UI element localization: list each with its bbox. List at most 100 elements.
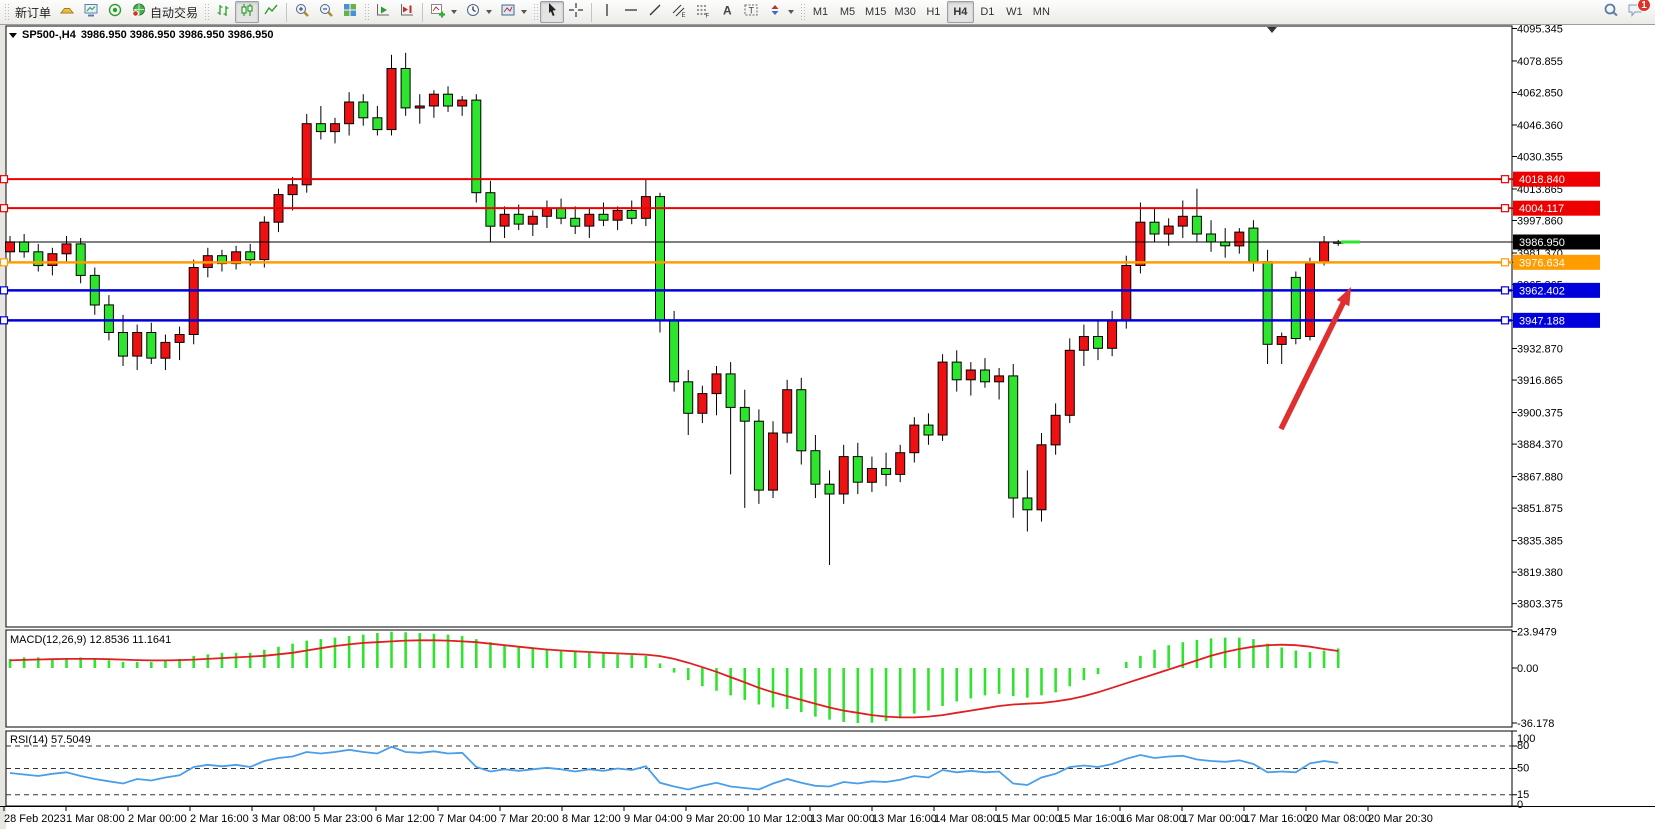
- chart-shift-marker[interactable]: [1267, 27, 1277, 33]
- macd-axis-label: 0.00: [1517, 663, 1538, 675]
- zoom-out-button[interactable]: [314, 1, 338, 23]
- candle: [951, 350, 962, 392]
- candle: [386, 54, 397, 136]
- candle: [188, 259, 199, 345]
- templates-button[interactable]: [496, 1, 531, 23]
- timeframe-m30[interactable]: M30: [890, 1, 919, 23]
- chart-symbol: SP500-,H4: [22, 29, 76, 41]
- candle: [1163, 218, 1174, 246]
- main-pane[interactable]: [5, 25, 1513, 628]
- cursor-icon: [544, 2, 560, 23]
- chart-title: SP500-,H4 3986.950 3986.950 3986.950 398…: [9, 29, 274, 41]
- price-axis-label: 4013.865: [1517, 184, 1563, 196]
- timeframe-m1[interactable]: M1: [807, 1, 834, 23]
- candle: [358, 94, 369, 126]
- candle: [598, 202, 609, 227]
- line-handle[interactable]: [0, 258, 9, 267]
- price-axis-label: 4095.345: [1517, 23, 1563, 35]
- time-axis-label: 1 Mar 08:00: [66, 813, 125, 825]
- candle: [301, 113, 312, 193]
- main-toolbar: 新订单 自动交易: [0, 0, 1655, 25]
- channel-button[interactable]: E: [667, 1, 691, 23]
- bar-chart-button[interactable]: [211, 1, 235, 23]
- chart-shift-button[interactable]: [395, 1, 419, 23]
- candle: [400, 52, 411, 116]
- gold-button[interactable]: [55, 1, 79, 23]
- cursor-button[interactable]: [540, 1, 565, 23]
- chat-button[interactable]: 1: [1623, 0, 1651, 23]
- fibonacci-icon: F: [695, 2, 711, 23]
- timeframe-m5[interactable]: M5: [834, 1, 861, 23]
- fibonacci-button[interactable]: F: [691, 1, 715, 23]
- vertical-line-button[interactable]: [595, 1, 619, 23]
- price-axis-label: 3835.385: [1517, 536, 1563, 548]
- line-handle[interactable]: [0, 316, 9, 325]
- search-icon: [1603, 2, 1619, 23]
- line-handle[interactable]: [1500, 204, 1510, 213]
- text-label-button[interactable]: T: [739, 1, 763, 23]
- timeframe-d1[interactable]: D1: [974, 1, 1001, 23]
- timeframe-h1[interactable]: H1: [920, 1, 947, 23]
- crosshair-button[interactable]: [564, 1, 588, 23]
- chevron-down-icon: [788, 10, 795, 14]
- candle: [1036, 433, 1047, 522]
- zoom-in-button[interactable]: [290, 1, 314, 23]
- annotation-arrow-head[interactable]: [1336, 287, 1351, 307]
- line-handle[interactable]: [0, 204, 9, 213]
- trendline-button[interactable]: [643, 1, 667, 23]
- candle: [1305, 257, 1315, 341]
- time-axis-label: 8 Mar 12:00: [562, 813, 621, 825]
- line-handle[interactable]: [1500, 258, 1510, 267]
- periods-button[interactable]: [461, 1, 496, 23]
- annotation-arrow[interactable]: [1278, 299, 1347, 431]
- line-handle[interactable]: [1500, 175, 1510, 184]
- candle: [414, 94, 425, 124]
- time-axis-label: 7 Mar 04:00: [438, 813, 497, 825]
- svg-text:E: E: [682, 13, 686, 18]
- price-badge: [1513, 234, 1600, 250]
- price-badge-label: 4018.840: [1519, 174, 1565, 186]
- indicators-button[interactable]: [426, 1, 461, 23]
- horizontal-line-button[interactable]: [619, 1, 643, 23]
- time-axis-label: 10 Mar 12:00: [748, 813, 813, 825]
- search-button[interactable]: [1599, 1, 1623, 23]
- signal-button[interactable]: [103, 1, 127, 23]
- line-handle[interactable]: [1500, 286, 1510, 295]
- tile-windows-button[interactable]: [338, 1, 362, 23]
- svg-text:A: A: [723, 3, 732, 17]
- price-badge-label: 4004.117: [1519, 203, 1564, 215]
- candle: [881, 452, 892, 487]
- line-chart-button[interactable]: [259, 1, 283, 23]
- candle: [457, 96, 468, 116]
- new-order-button[interactable]: 新订单: [11, 1, 55, 23]
- price-axis-label: 3997.860: [1517, 216, 1563, 228]
- terminal-button[interactable]: [79, 1, 103, 23]
- chart-menu-icon[interactable]: [9, 32, 17, 38]
- time-axis-label: 9 Mar 04:00: [624, 813, 683, 825]
- timeframe-w1[interactable]: W1: [1001, 1, 1028, 23]
- candle: [626, 200, 637, 225]
- candle: [1177, 200, 1188, 238]
- time-axis-label: 14 Mar 08:00: [934, 813, 999, 825]
- auto-trading-button[interactable]: 自动交易: [127, 1, 202, 23]
- timeframe-label: M15: [865, 6, 887, 18]
- timeframe-mn[interactable]: MN: [1028, 1, 1055, 23]
- auto-scroll-button[interactable]: [371, 1, 395, 23]
- timeframe-m15[interactable]: M15: [861, 1, 890, 23]
- line-handle[interactable]: [0, 175, 9, 184]
- candle: [810, 435, 821, 498]
- time-axis-label: 13 Mar 16:00: [872, 813, 937, 825]
- arrows-button[interactable]: [763, 1, 798, 23]
- line-handle[interactable]: [0, 286, 9, 295]
- candle: [739, 389, 750, 508]
- timeframe-h4[interactable]: H4: [946, 1, 974, 23]
- price-axis-label: 3851.875: [1517, 503, 1563, 515]
- candlestick-button[interactable]: [235, 1, 260, 23]
- candle: [1078, 324, 1089, 366]
- text-button[interactable]: A: [715, 1, 739, 23]
- candle: [782, 379, 793, 443]
- toolbar-grip: [364, 3, 370, 21]
- line-handle[interactable]: [1500, 316, 1510, 325]
- auto-trading-label: 自动交易: [150, 5, 199, 20]
